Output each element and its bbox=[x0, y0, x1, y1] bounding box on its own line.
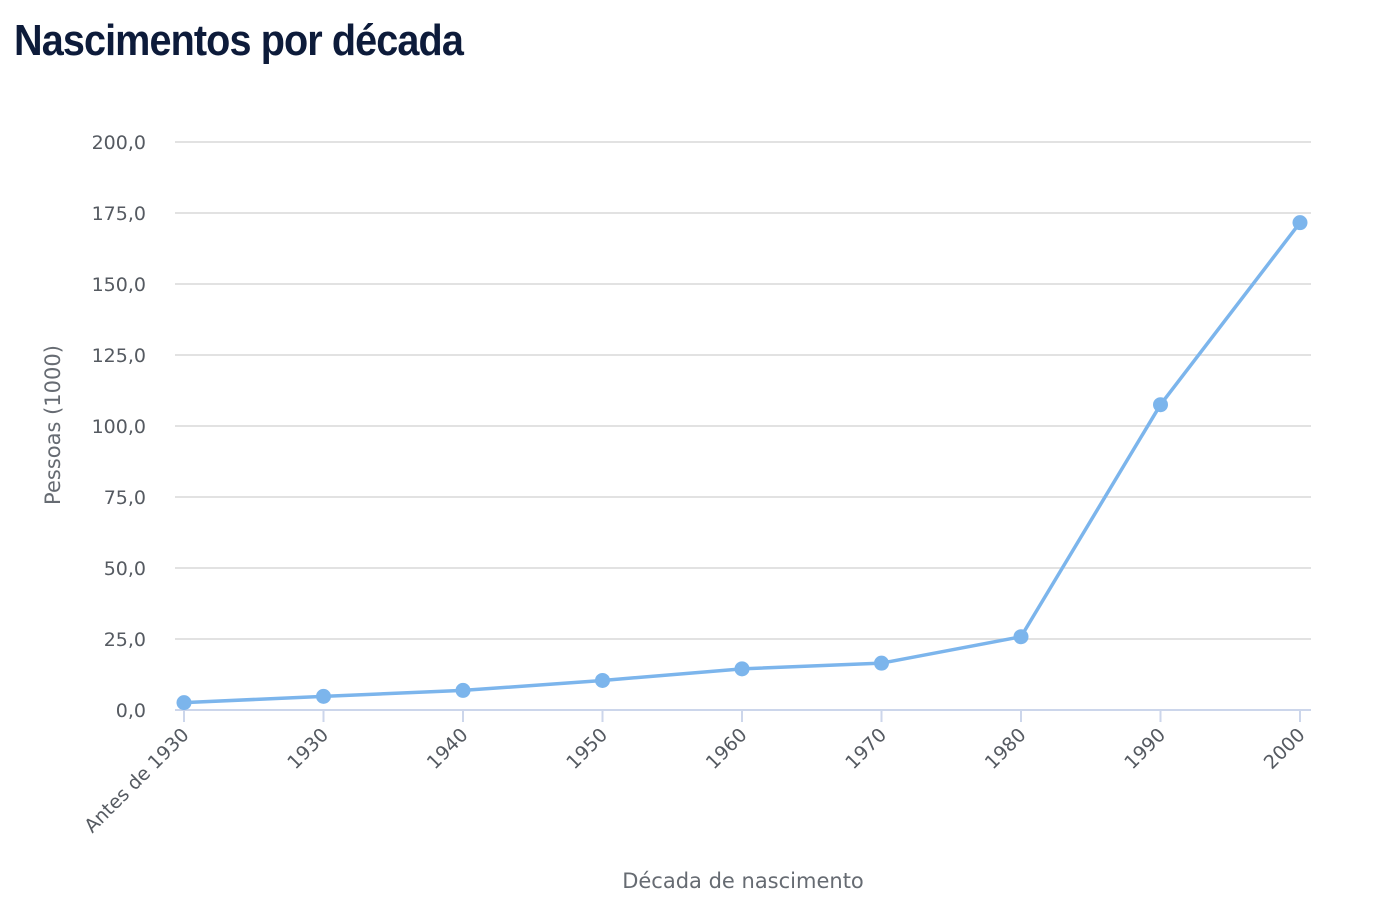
y-tick-label: 0,0 bbox=[116, 700, 146, 722]
series bbox=[176, 215, 1308, 711]
data-point bbox=[316, 688, 331, 704]
y-axis-ticks: 0,0 25,0 50,0 75,0 100,0 125,0 150,0 175,0 200,0 bbox=[92, 132, 146, 722]
x-tick-label: 1970 bbox=[841, 724, 891, 774]
data-point bbox=[1013, 629, 1029, 645]
x-tick-label: 1980 bbox=[981, 724, 1031, 774]
x-axis-ticks: Antes de 1930 1930 1940 1950 1960 1970 1980 199… bbox=[80, 710, 1310, 837]
x-tick-label: 1940 bbox=[423, 724, 473, 774]
y-tick-label: 200,0 bbox=[92, 132, 146, 154]
data-point bbox=[1153, 397, 1168, 413]
x-tick-label: 1950 bbox=[562, 724, 612, 774]
data-point bbox=[455, 682, 471, 698]
x-tick-label: 1990 bbox=[1120, 724, 1170, 774]
y-tick-label: 75,0 bbox=[104, 487, 146, 509]
y-tick-label: 175,0 bbox=[92, 203, 146, 225]
x-tick-label: Antes de 1930 bbox=[80, 724, 193, 837]
x-tick-label: 1930 bbox=[283, 724, 333, 774]
data-point bbox=[1292, 215, 1308, 231]
series-line bbox=[182, 220, 1302, 705]
x-tick-label: 1960 bbox=[702, 724, 752, 774]
data-point bbox=[176, 695, 192, 711]
gridlines bbox=[175, 141, 1311, 640]
y-tick-label: 50,0 bbox=[104, 558, 146, 580]
y-tick-label: 150,0 bbox=[92, 274, 146, 296]
y-tick-label: 125,0 bbox=[92, 345, 146, 367]
x-tick-label: 2000 bbox=[1260, 724, 1310, 774]
x-axis-title: Década de nascimento bbox=[622, 869, 864, 893]
y-axis-title: Pessoas (1000) bbox=[41, 345, 65, 505]
data-point bbox=[734, 661, 750, 677]
chart-title: Nascimentos por década bbox=[14, 16, 464, 65]
data-point bbox=[874, 655, 889, 671]
y-tick-label: 100,0 bbox=[92, 416, 146, 438]
data-point bbox=[595, 672, 610, 688]
y-tick-label: 25,0 bbox=[104, 629, 146, 651]
